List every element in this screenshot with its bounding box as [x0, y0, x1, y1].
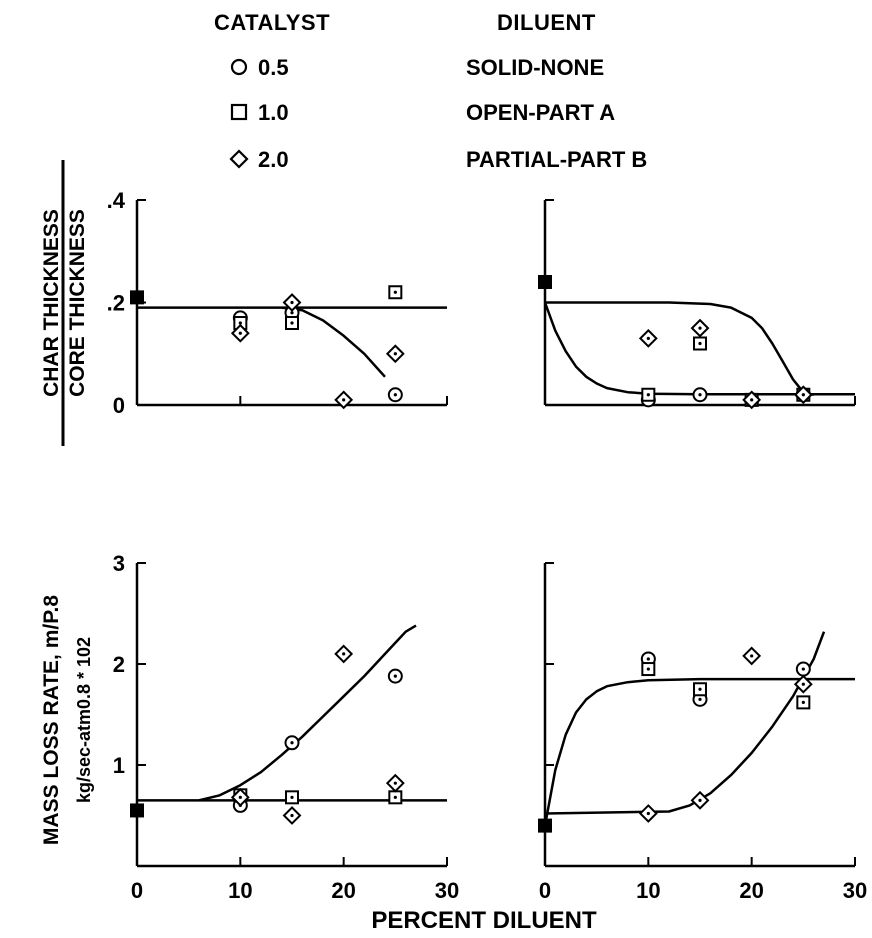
x-tick-label: 20 [739, 878, 763, 903]
legend-catalyst-label: 1.0 [258, 100, 289, 125]
x-tick-label: 10 [228, 878, 252, 903]
legend-diluent-title: DILUENT [497, 10, 596, 35]
x-tick-label: 30 [843, 878, 867, 903]
reference-point [130, 290, 144, 305]
data-point-center-dot [646, 811, 650, 816]
data-point-center-dot [342, 652, 346, 656]
data-point-center-dot [801, 393, 805, 397]
x-tick-label: 0 [131, 878, 143, 903]
legend-diluent-solid: SOLID-NONE [466, 55, 605, 80]
fit-curve [545, 301, 815, 397]
data-point-center-dot [801, 682, 805, 686]
y-axis-title-line2: kg/sec-atm0.8 * 102 [74, 637, 94, 803]
panel-top-right [538, 199, 856, 410]
fit-curve [544, 631, 826, 815]
data-point-center-dot [646, 336, 650, 340]
x-tick-label: 30 [435, 878, 459, 903]
y-axis-title-line1-main: MASS LOSS RATE, m/P.8 [40, 595, 63, 845]
y-tick-label: 1 [113, 753, 125, 778]
legend-catalyst-title: CATALYST [214, 10, 331, 35]
legend-row-catalyst-1: 1.0 [228, 100, 289, 126]
square-icon [228, 101, 250, 123]
diamond-icon [228, 148, 250, 170]
data-point-center-dot [646, 657, 650, 661]
data-point-center-dot [290, 311, 294, 315]
y-axis-title-line2-main: kg/sec-atm0.8 * 102 [74, 637, 94, 803]
reference-point [130, 803, 144, 818]
top-y-axis-title: CHAR THICKNESS CORE THICKNESS [40, 160, 89, 446]
data-point-center-dot [238, 795, 242, 799]
data-point-center-dot [750, 654, 754, 658]
data-point-center-dot [646, 667, 650, 671]
reference-point [538, 275, 552, 289]
data-point-center-dot [290, 300, 294, 305]
y-tick-label: .4 [107, 188, 126, 213]
y-tick-label: .2 [107, 291, 125, 316]
data-point-center-dot [290, 741, 294, 745]
legend-diluent-partial: PARTIAL-PART B [466, 147, 648, 172]
y-axis-title-numerator: CHAR THICKNESS [40, 209, 63, 397]
data-point-center-dot [698, 393, 702, 397]
data-point-center-dot [290, 795, 294, 799]
panel-bottom-right: 0 10 20 30 [538, 562, 867, 903]
data-point-center-dot [393, 674, 397, 678]
data-point-center-dot [698, 341, 702, 346]
legend-catalyst-label: 0.5 [258, 55, 289, 80]
data-point-center-dot [290, 321, 294, 325]
data-point-center-dot [393, 393, 397, 397]
data-point-center-dot [646, 393, 650, 397]
data-point-center-dot [342, 398, 346, 402]
fit-curve [543, 302, 855, 396]
data-point-center-dot [393, 795, 397, 799]
y-tick-label: 0 [113, 393, 125, 418]
legend-row-catalyst-0: 0.5 [228, 55, 289, 81]
data-point-center-dot [801, 667, 805, 671]
y-tick-label: 2 [113, 652, 125, 677]
data-point-center-dot [698, 798, 702, 802]
legend-diluent-open: OPEN-PART A [466, 100, 616, 125]
data-point-center-dot [393, 290, 397, 294]
legend-row-catalyst-2: 2.0 [228, 147, 289, 173]
data-point-center-dot [698, 697, 702, 701]
reference-point [538, 818, 552, 833]
data-point-center-dot [750, 398, 754, 402]
bottom-y-axis-title: MASS LOSS RATE, m/P.8 kg/sec-atm0.8 * 10… [40, 595, 94, 845]
data-point-center-dot [238, 331, 242, 335]
fit-curve [198, 624, 417, 802]
y-tick-label: 3 [113, 551, 125, 576]
data-point-center-dot [801, 700, 805, 704]
data-point-center-dot [393, 781, 397, 785]
x-tick-label: 0 [539, 878, 551, 903]
y-axis-title-line1: MASS LOSS RATE, m/P.8 [40, 595, 63, 845]
y-axis-title-denominator: CORE THICKNESS [66, 209, 89, 397]
data-point-center-dot [698, 687, 702, 691]
x-tick-label: 20 [331, 878, 355, 903]
data-point-center-dot [238, 321, 242, 325]
legend-catalyst-label: 2.0 [258, 147, 289, 172]
fit-curve [543, 677, 855, 826]
data-point-center-dot [698, 326, 702, 330]
data-point-center-dot [393, 352, 397, 356]
circle-icon [228, 56, 250, 78]
x-axis-title: PERCENT DILUENT [371, 907, 597, 934]
x-tick-label: 10 [636, 878, 660, 903]
data-point-center-dot [290, 813, 294, 818]
panel-top-left: 0 .2 .4 [107, 188, 448, 418]
